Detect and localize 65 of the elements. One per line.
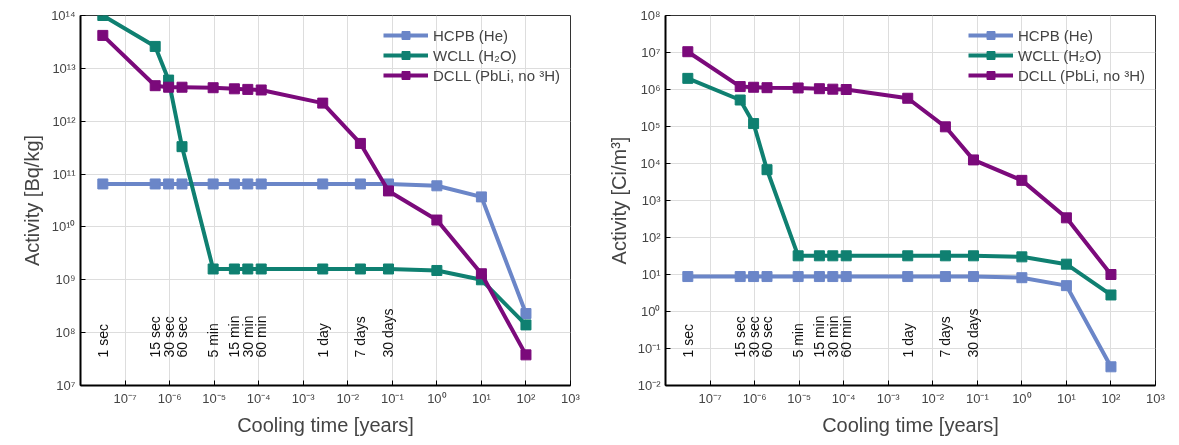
y-tick-label: 10¹³: [52, 60, 77, 76]
x-tick-label: 10³: [1146, 390, 1166, 406]
y-tick-label: 10⁶: [640, 82, 661, 97]
y-tick-label: 10⁻²: [637, 378, 662, 393]
y-tick-label: 10¹⁰: [51, 219, 76, 235]
y-tick-label: 10⁸: [640, 8, 661, 23]
annotation: 60 sec: [759, 316, 776, 358]
x-tick-label: 10⁻⁵: [202, 390, 227, 406]
annotation: 1 day: [899, 323, 916, 358]
x-tick-label: 10³: [561, 390, 581, 406]
y-tick-label: 10⁴: [640, 156, 661, 171]
annotation: 30 days: [965, 308, 982, 358]
legend-label: DCLL (PbLi, no ³H): [433, 66, 560, 84]
annotation: 60 min: [838, 315, 855, 358]
annotation: 7 days: [937, 316, 954, 358]
x-tick-label: 10⁻⁷: [113, 390, 137, 406]
y-tick-label: 10⁻¹: [637, 341, 662, 356]
x-tick-label: 10²: [1101, 390, 1122, 406]
x-tick-label: 10⁻³: [876, 390, 901, 406]
legend-label: HCPB (He): [433, 26, 509, 44]
annotation: 30 days: [380, 308, 397, 358]
y-tick-label: 10²: [641, 230, 662, 245]
x-tick-label: 10⁰: [427, 390, 447, 406]
x-tick-label: 10¹: [472, 390, 492, 406]
annotation: 5 min: [790, 323, 807, 358]
y-tick-label: 10¹: [641, 267, 662, 282]
annotation: 1 day: [314, 323, 331, 358]
x-tick-label: 10⁻⁶: [157, 390, 182, 406]
legend-label: WCLL (H₂O): [433, 46, 517, 64]
x-tick-label: 10¹: [1057, 390, 1077, 406]
y-axis-title: Activity [Ci/m³]: [607, 136, 630, 265]
annotation: 7 days: [352, 316, 369, 358]
annotation: 60 min: [253, 315, 270, 358]
legend-label: HCPB (He): [1018, 26, 1094, 44]
y-tick-label: 10¹¹: [52, 166, 77, 182]
x-tick-label: 10²: [516, 390, 537, 406]
x-tick-label: 10⁻⁴: [831, 390, 856, 406]
legend-label: DCLL (PbLi, no ³H): [1018, 66, 1145, 84]
y-tick-label: 10⁹: [55, 272, 76, 288]
annotation: 5 min: [205, 323, 222, 358]
y-tick-label: 10⁷: [641, 45, 661, 60]
x-tick-label: 10⁻⁴: [246, 390, 271, 406]
y-tick-label: 10¹⁴: [51, 8, 76, 23]
y-tick-label: 10⁸: [55, 325, 76, 341]
x-tick-label: 10⁻⁷: [698, 390, 722, 406]
x-axis-title: Cooling time [years]: [237, 413, 414, 436]
annotation: 1 sec: [94, 324, 111, 358]
x-tick-label: 10⁻¹: [380, 390, 405, 406]
x-tick-label: 10⁻²: [921, 390, 945, 406]
y-tick-label: 10³: [641, 193, 662, 208]
x-tick-label: 10⁰: [1012, 390, 1032, 406]
x-tick-label: 10⁻²: [336, 390, 360, 406]
x-axis-title: Cooling time [years]: [822, 413, 999, 436]
y-axis-title: Activity [Bq/kg]: [21, 134, 44, 267]
x-tick-label: 10⁻⁶: [742, 390, 767, 406]
annotation: 1 sec: [679, 324, 696, 358]
y-tick-label: 10⁵: [640, 119, 661, 134]
annotation: 60 sec: [174, 316, 191, 358]
x-tick-label: 10⁻¹: [965, 390, 990, 406]
x-tick-label: 10⁻⁵: [787, 390, 812, 406]
y-tick-label: 10¹²: [52, 113, 77, 129]
y-tick-label: 10⁰: [641, 304, 661, 319]
legend-label: WCLL (H₂O): [1018, 46, 1102, 64]
y-tick-label: 10⁷: [56, 378, 76, 393]
x-tick-label: 10⁻³: [291, 390, 316, 406]
